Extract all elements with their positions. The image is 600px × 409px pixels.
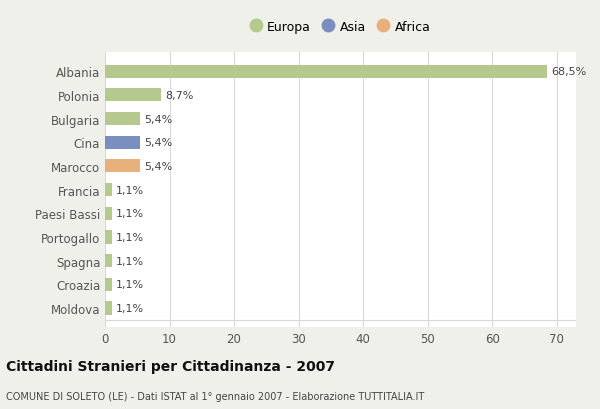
Bar <box>105 113 140 126</box>
Text: 1,1%: 1,1% <box>116 232 144 243</box>
Text: 1,1%: 1,1% <box>116 209 144 219</box>
Text: COMUNE DI SOLETO (LE) - Dati ISTAT al 1° gennaio 2007 - Elaborazione TUTTITALIA.: COMUNE DI SOLETO (LE) - Dati ISTAT al 1°… <box>6 391 424 401</box>
Text: 1,1%: 1,1% <box>116 185 144 195</box>
Bar <box>105 278 112 291</box>
Text: 68,5%: 68,5% <box>551 67 586 77</box>
Text: 5,4%: 5,4% <box>144 162 172 171</box>
Bar <box>105 65 547 79</box>
Text: 5,4%: 5,4% <box>144 138 172 148</box>
Text: 1,1%: 1,1% <box>116 303 144 313</box>
Text: Cittadini Stranieri per Cittadinanza - 2007: Cittadini Stranieri per Cittadinanza - 2… <box>6 359 335 373</box>
Bar <box>105 231 112 244</box>
Bar <box>105 184 112 197</box>
Bar <box>105 207 112 220</box>
Bar <box>105 137 140 149</box>
Text: 5,4%: 5,4% <box>144 115 172 124</box>
Bar <box>105 302 112 315</box>
Text: 8,7%: 8,7% <box>165 91 193 101</box>
Text: 1,1%: 1,1% <box>116 280 144 290</box>
Bar <box>105 89 161 102</box>
Bar <box>105 160 140 173</box>
Text: 1,1%: 1,1% <box>116 256 144 266</box>
Bar <box>105 254 112 267</box>
Legend: Europa, Asia, Africa: Europa, Asia, Africa <box>251 21 430 34</box>
